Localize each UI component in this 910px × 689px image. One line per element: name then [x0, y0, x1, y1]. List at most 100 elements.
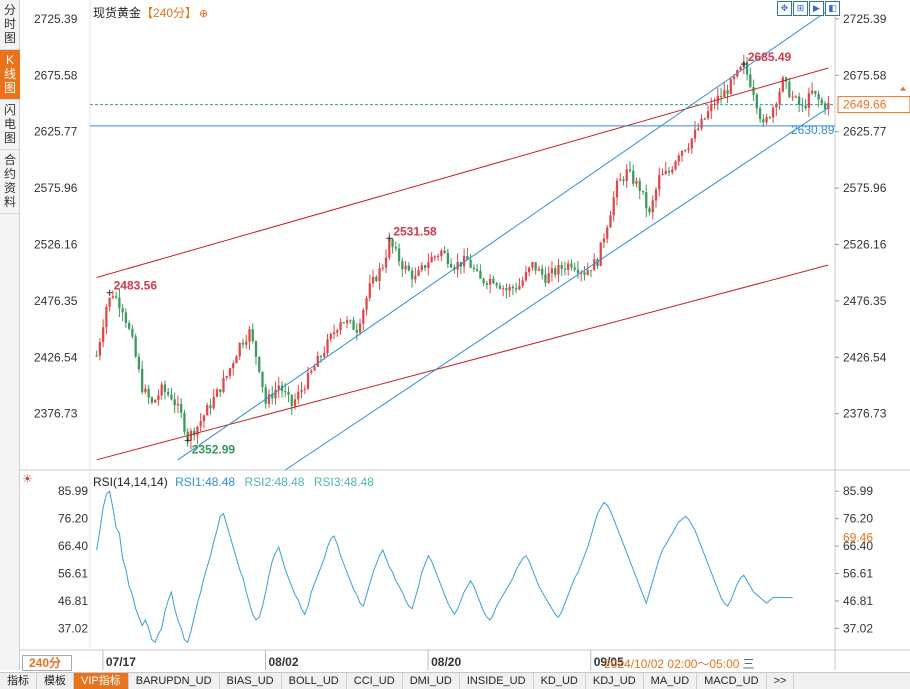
- candle-body: [326, 339, 329, 353]
- indicator-tab-12[interactable]: MACD_UD: [697, 673, 767, 689]
- indicator-tab-9[interactable]: KD_UD: [534, 673, 586, 689]
- side-tab-char: K: [5, 53, 14, 67]
- candle-body: [615, 180, 619, 198]
- replay-icon[interactable]: ◧: [825, 1, 840, 16]
- rsi1-value: RSI1:48.48: [175, 475, 236, 489]
- play-icon[interactable]: ▶: [809, 1, 824, 16]
- candle-body: [160, 384, 163, 396]
- rsi-line: [96, 490, 793, 644]
- indicator-tab-1[interactable]: 模板: [37, 673, 74, 689]
- period-selector[interactable]: 240分▼: [22, 655, 72, 683]
- candle-body: [586, 270, 589, 275]
- candle-body: [235, 356, 238, 364]
- candle-body: [511, 286, 515, 289]
- candle-body: [466, 256, 469, 260]
- candle-body: [219, 389, 222, 393]
- candle-body: [765, 117, 768, 123]
- candle-body: [118, 297, 121, 309]
- side-tab-0[interactable]: 分时图: [0, 0, 20, 50]
- candle-body: [651, 200, 654, 213]
- indicator-tab-7[interactable]: DMI_UD: [403, 673, 460, 689]
- candle-body: [628, 169, 632, 171]
- candle-body: [784, 77, 788, 82]
- zoom-in-icon[interactable]: ⊞: [793, 1, 808, 16]
- candle-body: [554, 268, 557, 275]
- indicator-tab-3[interactable]: BARUPDN_UD: [129, 673, 220, 689]
- candle-body: [381, 267, 384, 269]
- candle-body: [329, 334, 332, 340]
- candle-body: [508, 286, 511, 291]
- candle-body: [248, 329, 251, 342]
- candle-body: [173, 399, 176, 406]
- trendline: [177, 9, 829, 461]
- indicator-tab-13[interactable]: >>: [767, 673, 795, 689]
- candle-body: [797, 96, 801, 105]
- indicator-tab-6[interactable]: CCI_UD: [347, 673, 403, 689]
- indicator-tab-10[interactable]: KDJ_UD: [586, 673, 644, 689]
- crosshair-icon[interactable]: ✥: [777, 1, 792, 16]
- candle-body: [420, 265, 423, 270]
- candle-body: [664, 170, 667, 174]
- date-label: 08/20: [431, 655, 461, 669]
- indicator-tab-8[interactable]: INSIDE_UD: [460, 673, 534, 689]
- price-tick-label: 2376.73: [843, 407, 887, 421]
- candle-body: [297, 391, 300, 400]
- candle-body: [475, 269, 479, 271]
- candle-body: [674, 161, 677, 170]
- price-left-tick-label: 2526.16: [34, 237, 78, 251]
- candle-body: [157, 395, 160, 400]
- candle-body: [573, 267, 576, 270]
- menu-icon[interactable]: 三: [742, 657, 755, 671]
- current-price-label: 2649.66: [843, 98, 887, 112]
- rsi-left-tick-label: 85.99: [58, 484, 88, 498]
- candle-body: [677, 155, 680, 162]
- side-tab-char: 资: [3, 181, 16, 195]
- candle-body: [719, 96, 723, 98]
- side-tab-char: 图: [3, 31, 16, 45]
- candle-body: [349, 320, 352, 322]
- candle-body: [609, 215, 612, 228]
- candle-body: [147, 388, 150, 398]
- side-tab-2[interactable]: 闪电图: [0, 100, 20, 150]
- candle-body: [137, 356, 141, 370]
- candle-body: [238, 342, 241, 357]
- candle-body: [293, 399, 297, 407]
- indicator-tab-5[interactable]: BOLL_UD: [282, 673, 347, 689]
- chart-header: 现货黄金【240分】 ⊕: [93, 4, 208, 21]
- candle-body: [124, 312, 128, 323]
- candle-body: [518, 285, 521, 290]
- candle-body: [469, 259, 472, 268]
- chart-area[interactable]: 2725.39 2675.58 2625.77 2575.96 2526.16 2476.…: [20, 0, 910, 670]
- candle-body: [362, 309, 365, 324]
- candle-body: [202, 415, 206, 421]
- candle-body: [274, 389, 277, 399]
- indicator-tab-0[interactable]: 指标: [0, 673, 37, 689]
- side-tab-char: 图: [3, 131, 16, 145]
- rsi-header: RSI(14,14,14) RSI1:48.48 RSI2:48.48 RSI3…: [93, 475, 374, 489]
- candle-body: [482, 278, 485, 284]
- indicator-tab-2[interactable]: VIP指标: [74, 673, 129, 689]
- candle-body: [593, 259, 596, 271]
- candle-body: [443, 250, 446, 254]
- candle-body: [524, 272, 528, 281]
- candle-body: [755, 94, 758, 109]
- chart-svg[interactable]: 2725.39 2675.58 2625.77 2575.96 2526.16 2476.…: [20, 0, 910, 670]
- instrument-title: 现货黄金: [93, 6, 142, 20]
- candle-body: [606, 227, 609, 239]
- candle-body: [284, 391, 287, 393]
- indicator-tab-11[interactable]: MA_UD: [644, 673, 698, 689]
- candle-body: [823, 103, 827, 109]
- candle-body: [163, 384, 167, 392]
- candle-body: [762, 119, 765, 123]
- candle-body: [436, 255, 440, 257]
- indicator-settings-icon[interactable]: ☀: [22, 472, 33, 486]
- candle-body: [264, 387, 267, 404]
- plus-circle-icon[interactable]: ⊕: [199, 8, 209, 20]
- price-left-tick-label: 2575.96: [34, 181, 78, 195]
- price-left-tick-label: 2625.77: [34, 125, 78, 139]
- side-tab-char: 电: [3, 117, 16, 131]
- indicator-tab-4[interactable]: BIAS_UD: [220, 673, 282, 689]
- candle-body: [749, 74, 752, 87]
- side-tab-3[interactable]: 合约资料: [0, 150, 20, 214]
